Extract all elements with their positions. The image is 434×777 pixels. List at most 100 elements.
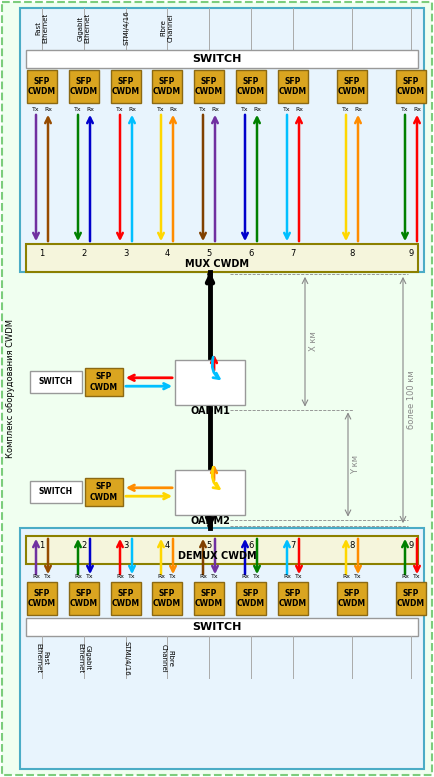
Text: SFP
CWDM: SFP CWDM bbox=[237, 589, 265, 608]
Bar bbox=[152, 70, 182, 103]
Bar bbox=[111, 70, 141, 103]
Text: SFP
CWDM: SFP CWDM bbox=[112, 77, 140, 96]
Text: OADM2: OADM2 bbox=[190, 517, 230, 527]
Text: 9: 9 bbox=[408, 249, 414, 257]
Text: Fibre
Channel: Fibre Channel bbox=[161, 643, 174, 672]
Bar bbox=[175, 469, 245, 514]
Bar bbox=[27, 70, 57, 103]
Bar bbox=[26, 536, 418, 564]
Text: DEMUX CWDM: DEMUX CWDM bbox=[178, 551, 256, 561]
Text: X км: X км bbox=[309, 331, 318, 350]
Text: Rx: Rx bbox=[401, 574, 409, 579]
Text: SFP
CWDM: SFP CWDM bbox=[279, 589, 307, 608]
Text: SWITCH: SWITCH bbox=[39, 378, 73, 386]
Bar bbox=[26, 244, 418, 272]
Text: SFP
CWDM: SFP CWDM bbox=[338, 77, 366, 96]
Text: Tx: Tx bbox=[74, 107, 82, 112]
Text: SFP
CWDM: SFP CWDM bbox=[397, 77, 425, 96]
Text: SFP
CWDM: SFP CWDM bbox=[153, 77, 181, 96]
Bar bbox=[69, 70, 99, 103]
Text: Tx: Tx bbox=[128, 574, 136, 579]
Text: 3: 3 bbox=[123, 249, 129, 257]
Text: 7: 7 bbox=[290, 541, 296, 549]
Text: Rx: Rx bbox=[128, 107, 136, 112]
Text: Tx: Tx bbox=[116, 107, 124, 112]
Text: Fast
Ethernet: Fast Ethernet bbox=[36, 13, 49, 43]
Text: SFP
CWDM: SFP CWDM bbox=[153, 589, 181, 608]
Text: Tx: Tx bbox=[253, 574, 261, 579]
Text: Tx: Tx bbox=[86, 574, 94, 579]
Bar bbox=[152, 582, 182, 615]
Text: Fast
Ethernet: Fast Ethernet bbox=[36, 643, 49, 673]
Text: Rx: Rx bbox=[283, 574, 291, 579]
Bar bbox=[236, 70, 266, 103]
Text: SFP
CWDM: SFP CWDM bbox=[70, 77, 98, 96]
Text: SFP
CWDM: SFP CWDM bbox=[90, 483, 118, 502]
Text: SFP
CWDM: SFP CWDM bbox=[338, 589, 366, 608]
Bar bbox=[396, 70, 426, 103]
Text: Rx: Rx bbox=[211, 107, 219, 112]
Bar bbox=[194, 582, 224, 615]
Text: SFP
CWDM: SFP CWDM bbox=[279, 77, 307, 96]
Text: SFP
CWDM: SFP CWDM bbox=[28, 77, 56, 96]
Text: Gigabit
Ethernet: Gigabit Ethernet bbox=[78, 13, 91, 43]
Text: SWITCH: SWITCH bbox=[192, 622, 242, 632]
Text: Y км: Y км bbox=[352, 455, 361, 474]
Text: 1: 1 bbox=[39, 249, 45, 257]
Text: Rx: Rx bbox=[241, 574, 249, 579]
Text: SWITCH: SWITCH bbox=[192, 54, 242, 64]
Text: Tx: Tx bbox=[354, 574, 362, 579]
Text: SFP
CWDM: SFP CWDM bbox=[70, 589, 98, 608]
Text: Tx: Tx bbox=[32, 107, 40, 112]
Text: Tx: Tx bbox=[413, 574, 421, 579]
Text: OADM1: OADM1 bbox=[190, 406, 230, 416]
Text: Rx: Rx bbox=[342, 574, 350, 579]
Text: более 100 км: более 100 км bbox=[407, 371, 415, 430]
Bar bbox=[20, 528, 424, 769]
Bar bbox=[175, 360, 245, 405]
Text: Fibre
Channel: Fibre Channel bbox=[161, 14, 174, 43]
Text: 5: 5 bbox=[207, 249, 212, 257]
Text: Tx: Tx bbox=[199, 107, 207, 112]
Bar bbox=[26, 618, 418, 636]
Text: MUX CWDM: MUX CWDM bbox=[185, 259, 249, 269]
Bar bbox=[194, 70, 224, 103]
Bar bbox=[278, 70, 308, 103]
Text: STMI/4/16: STMI/4/16 bbox=[123, 11, 129, 45]
Text: 1: 1 bbox=[39, 541, 45, 549]
Text: SFP
CWDM: SFP CWDM bbox=[195, 589, 223, 608]
Bar bbox=[337, 582, 367, 615]
Text: Rx: Rx bbox=[295, 107, 303, 112]
Text: Rx: Rx bbox=[199, 574, 207, 579]
Text: 6: 6 bbox=[248, 541, 254, 549]
Bar bbox=[85, 368, 123, 396]
Text: Rx: Rx bbox=[413, 107, 421, 112]
Text: 6: 6 bbox=[248, 249, 254, 257]
Text: 8: 8 bbox=[349, 541, 355, 549]
Text: Tx: Tx bbox=[342, 107, 350, 112]
Text: SFP
CWDM: SFP CWDM bbox=[28, 589, 56, 608]
Text: STMI/4/16: STMI/4/16 bbox=[123, 640, 129, 675]
Text: Rx: Rx bbox=[169, 107, 177, 112]
Text: SFP
CWDM: SFP CWDM bbox=[112, 589, 140, 608]
Bar bbox=[396, 582, 426, 615]
Text: SWITCH: SWITCH bbox=[39, 487, 73, 497]
Text: Комплекс оборудования CWDM: Комплекс оборудования CWDM bbox=[7, 319, 16, 458]
Text: 2: 2 bbox=[82, 541, 87, 549]
Text: Tx: Tx bbox=[169, 574, 177, 579]
Text: SFP
CWDM: SFP CWDM bbox=[237, 77, 265, 96]
Text: 8: 8 bbox=[349, 249, 355, 257]
Text: Tx: Tx bbox=[157, 107, 165, 112]
Bar bbox=[27, 582, 57, 615]
Text: Rx: Rx bbox=[44, 107, 52, 112]
Text: 3: 3 bbox=[123, 541, 129, 549]
Text: Rx: Rx bbox=[74, 574, 82, 579]
Text: 7: 7 bbox=[290, 249, 296, 257]
Text: 5: 5 bbox=[207, 541, 212, 549]
Bar bbox=[337, 70, 367, 103]
Bar bbox=[278, 582, 308, 615]
Bar bbox=[85, 478, 123, 506]
Text: Tx: Tx bbox=[295, 574, 303, 579]
Text: SFP
CWDM: SFP CWDM bbox=[397, 589, 425, 608]
Text: 9: 9 bbox=[408, 541, 414, 549]
